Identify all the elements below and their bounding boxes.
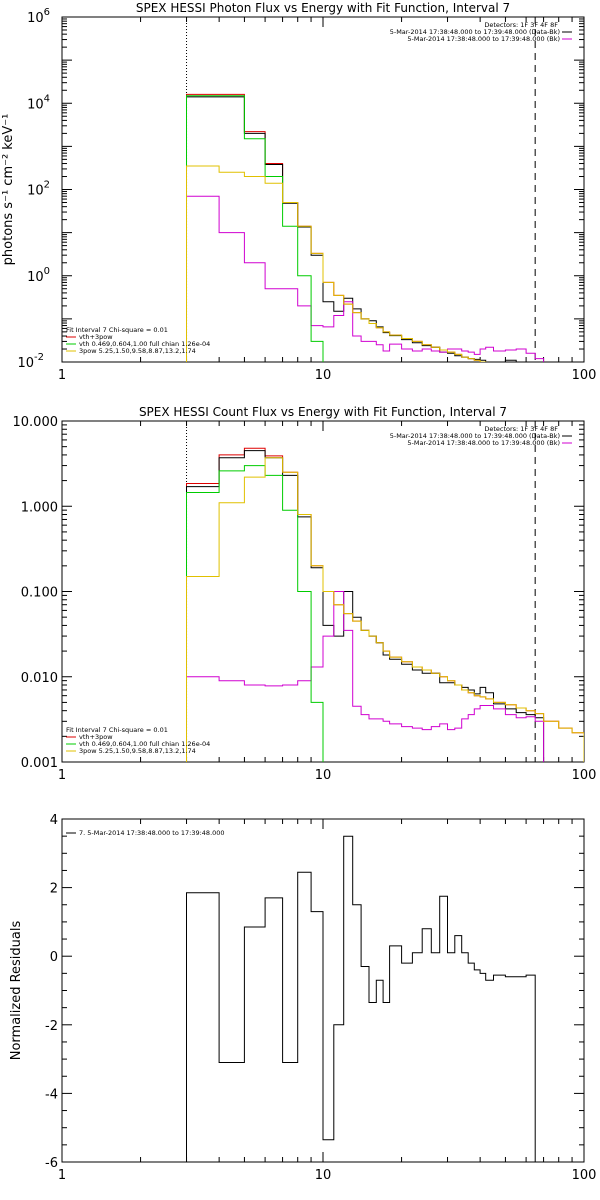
chart-2-title: SPEX HESSI Count Flux vs Energy with Fit… <box>139 405 507 419</box>
chart-1-series-data-bk <box>186 96 517 362</box>
chart-1-ytick-base: 10 <box>27 11 44 26</box>
chart-2-legend-left-0: Fit Interval 7 Chi-square = 0.01 <box>66 726 168 734</box>
chart-1-ytick-exp: 0 <box>44 266 50 277</box>
chart-1-xtick-label: 10 <box>315 368 332 383</box>
chart-3-legend-left-0: 7. 5-Mar-2014 17:38:48.000 to 17:39:48.0… <box>79 829 225 837</box>
chart-2-series-group <box>186 447 584 762</box>
chart-1-ytick-label: 100 <box>27 266 50 285</box>
chart-1-ytick-exp: -2 <box>34 352 44 363</box>
chart-2-xtick-label: 100 <box>572 768 597 783</box>
chart-1-xtick-label: 100 <box>572 368 597 383</box>
chart-1-ytick-base: 10 <box>27 97 44 112</box>
chart-3-ytick-label: -6 <box>45 1156 58 1171</box>
chart-1-ytick-base: 10 <box>17 356 34 371</box>
chart-2-series-bk <box>186 591 545 762</box>
chart-2-ytick-label: 0.010 <box>21 671 58 686</box>
chart-1-ytick-base: 10 <box>27 270 44 285</box>
chart-1-ytick-base: 10 <box>27 184 44 199</box>
chart-1-series-group <box>186 93 545 362</box>
chart-1-series-vth <box>186 95 324 362</box>
chart-1-ytick-exp: 2 <box>44 180 50 191</box>
chart-1-xtick-label: 1 <box>58 368 66 383</box>
chart-1-legend-left-1: vth+3pow <box>79 333 113 341</box>
chart-2-series-3pow <box>186 457 584 762</box>
chart-1-ytick-exp: 6 <box>44 7 50 18</box>
chart-1-ytick-label: 10-2 <box>17 352 44 371</box>
chart-2-legend-left-3: 3pow 5.25,1.50,9.58,8.87,13.2,1.74 <box>79 747 196 755</box>
chart-1-legend-right-1: 5-Mar-2014 17:38:48.000 to 17:39:48.000 … <box>390 28 560 36</box>
chart-1-ytick-exp: 4 <box>44 93 50 104</box>
chart-2-legend-left-2: vth 0.469,0.604,1.00 full chian 1.26e-04 <box>79 740 210 748</box>
chart-3-ytick-label: 2 <box>50 882 58 897</box>
chart-2-series-data-bk <box>186 450 545 762</box>
chart-2-ytick-label: 10.000 <box>13 415 59 430</box>
chart-1-ytick-label: 102 <box>27 180 50 199</box>
chart-2-ytick-label: 1.000 <box>21 500 58 515</box>
chart-3-series-7-5-mar-2014-17-38-48-000-to-17-39-48-000 <box>186 835 536 1162</box>
chart-2-series-vth-3pow <box>186 447 584 762</box>
chart-2-ytick-label: 0.001 <box>21 756 58 771</box>
chart-2-xtick-label: 1 <box>58 768 66 783</box>
chart-2-legend-right-1: 5-Mar-2014 17:38:48.000 to 17:39:48.000 … <box>390 432 560 440</box>
chart-1-series-bk <box>186 195 545 362</box>
chart-1-legend-right-2: 5-Mar-2014 17:38:48.000 to 17:39:48.000 … <box>407 35 560 43</box>
chart-1-legend-left-3: 3pow 5.25,1.50,9.58,8.87,13.2,1.74 <box>79 347 196 355</box>
chart-3-ytick-label: -2 <box>45 1019 58 1034</box>
chart-3-xtick-label: 10 <box>315 1168 332 1183</box>
chart-2-legend-right-0: Detectors: 1F 3F 4F 8F <box>484 425 558 433</box>
chart-1-legend-left-0: Fit Interval 7 Chi-square = 0.01 <box>66 326 168 334</box>
chart-3-ylabel: Normalized Residuals <box>9 921 24 1061</box>
chart-3-series-group <box>186 835 536 1162</box>
chart-1-frame <box>61 16 585 363</box>
chart-2-legend-left-1: vth+3pow <box>79 733 113 741</box>
chart-1-legend-left-2: vth 0.469,0.604,1.00 full chian 1.26e-04 <box>79 340 210 348</box>
chart-2-xtick-label: 10 <box>315 768 332 783</box>
chart-3-xtick-label: 100 <box>572 1168 597 1183</box>
chart-2-series-vth <box>186 465 324 762</box>
chart-1-ytick-label: 106 <box>27 7 50 26</box>
chart-3-ytick-label: 4 <box>50 813 58 828</box>
chart-1-ytick-label: 104 <box>27 93 50 112</box>
chart-2-ytick-label: 0.100 <box>21 586 58 601</box>
chart-3-ytick-label: 0 <box>50 950 58 965</box>
chart-1-series-3pow <box>186 165 487 362</box>
chart-1-ylabel: photons s⁻¹ cm⁻² keV⁻¹ <box>1 114 16 266</box>
chart-1-title: SPEX HESSI Photon Flux vs Energy with Fi… <box>136 1 510 15</box>
chart-3-xtick-label: 1 <box>58 1168 66 1183</box>
chart-2-legend-right-2: 5-Mar-2014 17:38:48.000 to 17:39:48.000 … <box>407 439 560 447</box>
chart-3-ytick-label: -4 <box>45 1087 58 1102</box>
chart-1-legend-right-0: Detectors: 1F 3F 4F 8F <box>484 21 558 29</box>
